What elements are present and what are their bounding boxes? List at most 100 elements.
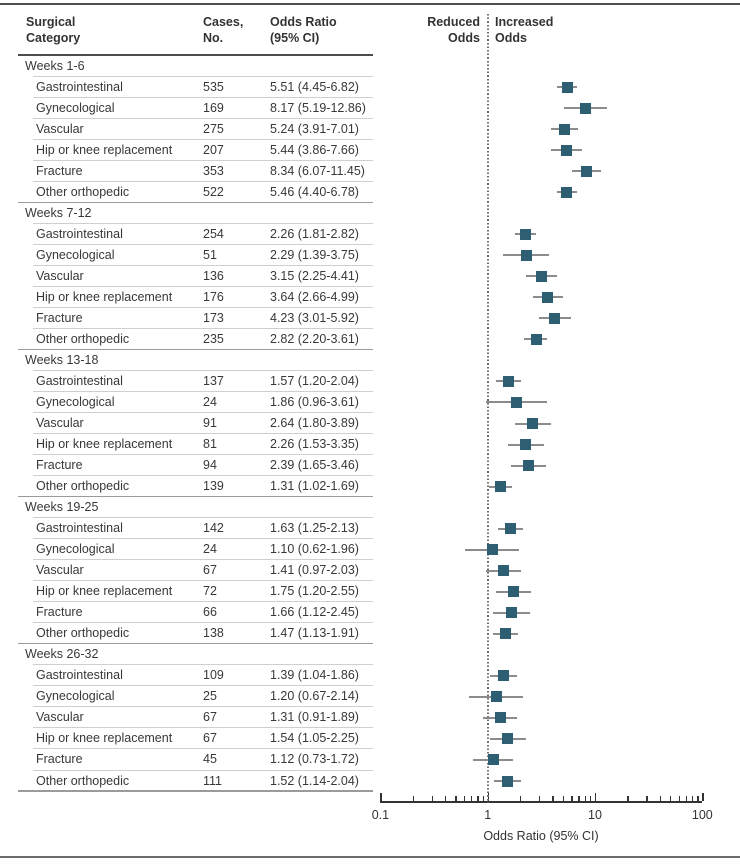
- odds-ratio-marker: [522, 460, 534, 472]
- odds-ratio-ci-text: 2.82 (2.20-3.61): [270, 331, 359, 346]
- x-axis-title: Odds Ratio (95% CI): [483, 829, 599, 843]
- odds-ratio-ci-text: 1.47 (1.13-1.91): [270, 626, 359, 641]
- category-label: Fracture: [36, 605, 83, 620]
- cases-value: 109: [203, 668, 224, 683]
- odds-ratio-marker: [535, 270, 547, 282]
- group-divider: [18, 643, 373, 645]
- row-divider: [33, 243, 373, 245]
- group-header-row: Weeks 1-6: [0, 56, 740, 77]
- forest-row: Fracture 94 2.39 (1.65-3.46): [0, 455, 740, 477]
- row-divider: [33, 264, 373, 266]
- odds-ratio-ci-text: 1.66 (1.12-2.45): [270, 605, 359, 620]
- forest-row: Vascular 67 1.41 (0.97-2.03): [0, 560, 740, 582]
- x-axis-minor-tick: [627, 796, 629, 801]
- cases-value: 51: [203, 247, 217, 262]
- cases-value: 235: [203, 331, 224, 346]
- odds-ratio-ci-text: 2.26 (1.53-3.35): [270, 437, 359, 452]
- category-label: Vascular: [36, 563, 84, 578]
- x-axis-major-tick: [702, 793, 704, 801]
- x-axis-minor-tick: [463, 796, 466, 801]
- group-header-row: Weeks 26-32: [0, 644, 740, 666]
- odds-ratio-marker: [520, 439, 532, 451]
- column-header-line: Cases,: [203, 15, 244, 29]
- odds-ratio-marker: [497, 670, 509, 682]
- forest-row: Gynecological 24 1.86 (0.96-3.61): [0, 392, 740, 413]
- odds-ratio-ci-text: 2.29 (1.39-3.75): [270, 247, 359, 262]
- row-divider: [33, 222, 373, 224]
- cases-value: 25: [203, 689, 217, 704]
- column-header-line: Odds Ratio: [270, 15, 337, 29]
- category-label: Gastrointestinal: [36, 79, 123, 94]
- reduced-odds-line: Odds: [448, 31, 480, 45]
- forest-row: Gastrointestinal 109 1.39 (1.04-1.86): [0, 665, 740, 687]
- row-divider: [33, 138, 373, 140]
- top-rule: [0, 3, 740, 5]
- group-header-row: Weeks 13-18: [0, 350, 740, 371]
- odds-ratio-marker: [581, 165, 592, 177]
- row-divider: [33, 769, 373, 771]
- x-axis-minor-tick: [670, 796, 672, 801]
- group-header-row: Weeks 19-25: [0, 497, 740, 519]
- group-label: Weeks 13-18: [25, 352, 99, 367]
- x-axis-minor-tick: [482, 796, 485, 801]
- category-label: Gynecological: [36, 542, 115, 557]
- row-divider: [33, 601, 373, 603]
- odds-ratio-ci-text: 1.57 (1.20-2.04): [270, 373, 359, 388]
- table-header-rule: [18, 54, 373, 56]
- row-divider: [33, 727, 373, 729]
- forest-row: Gastrointestinal 254 2.26 (1.81-2.82): [0, 224, 740, 245]
- cases-value: 91: [203, 416, 217, 430]
- odds-ratio-marker: [527, 418, 539, 429]
- cases-value: 207: [203, 142, 224, 157]
- odds-ratio-marker: [486, 544, 498, 556]
- row-divider: [33, 327, 373, 329]
- odds-ratio-marker: [487, 754, 499, 766]
- odds-ratio-ci-text: 1.75 (1.20-2.55): [270, 584, 359, 599]
- forest-row: Hip or knee replacement 176 3.64 (2.66-4…: [0, 287, 740, 308]
- category-label: Vascular: [36, 416, 84, 430]
- cases-value: 67: [203, 710, 217, 725]
- category-label: Hip or knee replacement: [36, 289, 173, 304]
- category-label: Other orthopedic: [36, 773, 130, 788]
- row-divider: [33, 390, 373, 392]
- odds-ratio-ci-text: 2.39 (1.65-3.46): [270, 458, 359, 473]
- x-axis-minor-tick: [584, 796, 586, 801]
- category-label: Hip or knee replacement: [36, 437, 173, 452]
- row-divider: [33, 664, 373, 666]
- forest-row: Hip or knee replacement 81 2.26 (1.53-3.…: [0, 434, 740, 456]
- cases-value: 67: [203, 731, 217, 746]
- group-divider: [18, 201, 373, 203]
- column-header-line: Category: [26, 31, 81, 45]
- column-header-surgical-category: Surgical Category: [26, 14, 80, 46]
- x-axis-minor-tick: [571, 796, 573, 801]
- category-label: Fracture: [36, 163, 83, 178]
- row-divider: [33, 369, 373, 371]
- row-divider: [33, 559, 373, 561]
- odds-ratio-marker: [561, 81, 573, 93]
- cases-value: 142: [203, 521, 224, 536]
- category-label: Vascular: [36, 121, 84, 136]
- x-axis-minor-tick: [471, 796, 473, 801]
- category-label: Gastrointestinal: [36, 521, 123, 536]
- cases-value: 169: [203, 100, 224, 115]
- x-axis-minor-tick: [552, 796, 554, 801]
- x-axis-minor-tick: [678, 796, 680, 801]
- x-axis-minor-tick: [445, 796, 447, 801]
- odds-ratio-marker: [511, 396, 523, 408]
- row-divider: [33, 475, 373, 477]
- category-label: Other orthopedic: [36, 479, 130, 494]
- x-axis-minor-tick: [659, 796, 661, 801]
- row-divider: [33, 285, 373, 287]
- x-axis-minor-tick: [578, 796, 580, 801]
- odds-ratio-marker: [559, 123, 571, 135]
- group-header-row: Weeks 7-12: [0, 203, 740, 224]
- category-label: Other orthopedic: [36, 626, 130, 641]
- no-effect-reference-line: [487, 14, 489, 803]
- odds-ratio-marker: [542, 291, 554, 303]
- odds-ratio-ci-text: 1.31 (1.02-1.69): [270, 479, 359, 494]
- forest-row: Fracture 173 4.23 (3.01-5.92): [0, 308, 740, 329]
- x-axis-minor-tick: [538, 796, 541, 801]
- forest-row: Gynecological 24 1.10 (0.62-1.96): [0, 539, 740, 561]
- forest-row: Vascular 91 2.64 (1.80-3.89): [0, 413, 740, 435]
- category-label: Hip or knee replacement: [36, 142, 173, 157]
